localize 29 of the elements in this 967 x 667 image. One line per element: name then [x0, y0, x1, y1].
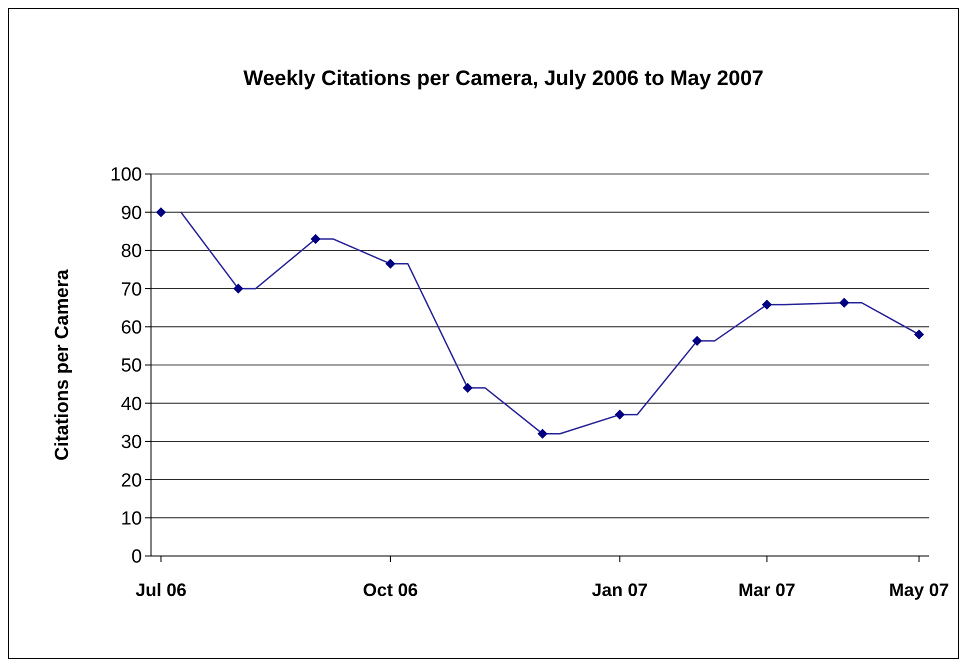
point: [537, 428, 548, 439]
x-tick-label: May 07: [889, 580, 950, 600]
point: [310, 234, 321, 244]
point: [839, 298, 850, 308]
y-tick-label: 50: [120, 356, 142, 377]
y-tick-label: 60: [120, 317, 142, 338]
y-tick-label: 40: [120, 394, 142, 415]
x-tick-label: Jul 06: [135, 580, 186, 600]
point: [614, 410, 625, 420]
y-tick-label: 0: [131, 546, 142, 568]
point: [233, 284, 244, 294]
y-tick-label: 100: [110, 164, 142, 186]
y-tick-label: 90: [120, 202, 142, 224]
y-tick-label: 10: [120, 508, 142, 530]
y-tick-label: 80: [120, 241, 142, 262]
point: [462, 382, 473, 393]
x-tick-label: Mar 07: [738, 580, 796, 600]
y-tick-label: 70: [120, 279, 142, 300]
y-tick-label: 20: [120, 470, 142, 492]
point: [156, 207, 166, 218]
point: [692, 336, 702, 346]
point: [385, 258, 396, 269]
x-tick-label: Oct 06: [362, 580, 418, 600]
y-tick-label: 30: [120, 432, 142, 454]
point: [914, 329, 924, 340]
x-tick-label: Jan 07: [592, 580, 648, 600]
point: [762, 300, 772, 310]
chart-title: Weekly Citations per Camera, July 2006 to May 2007: [243, 67, 764, 90]
y-axis-title: Citations per Camera: [52, 269, 73, 461]
